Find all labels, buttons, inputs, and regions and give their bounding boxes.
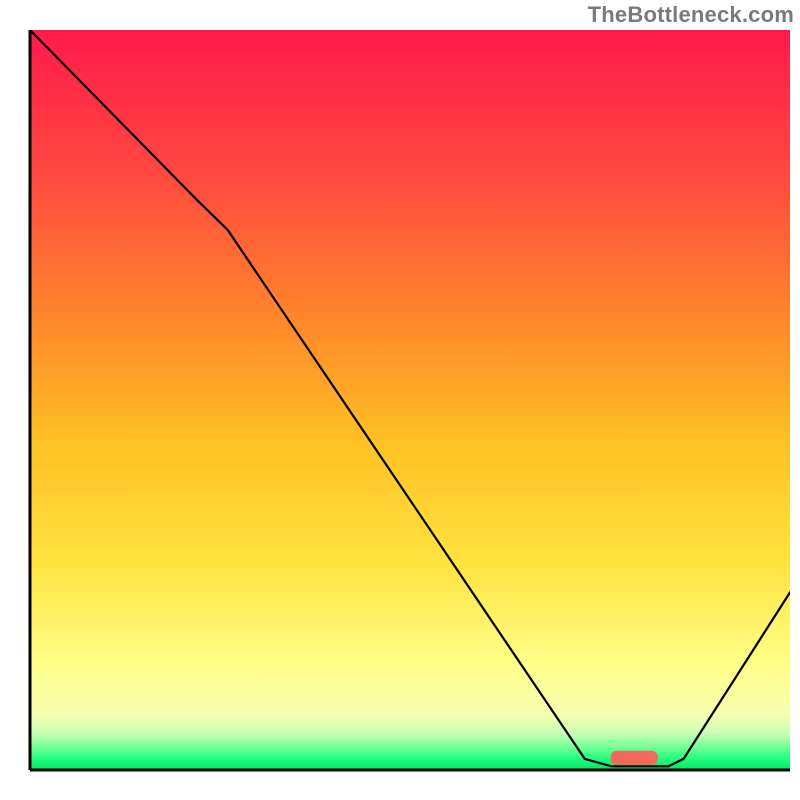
chart-svg — [0, 0, 800, 800]
gradient-background — [30, 30, 790, 770]
optimal-range-marker — [611, 751, 658, 765]
bottleneck-chart: { "chart": { "type": "line", "width": 80… — [0, 0, 800, 800]
watermark-text: TheBottleneck.com — [588, 2, 794, 28]
